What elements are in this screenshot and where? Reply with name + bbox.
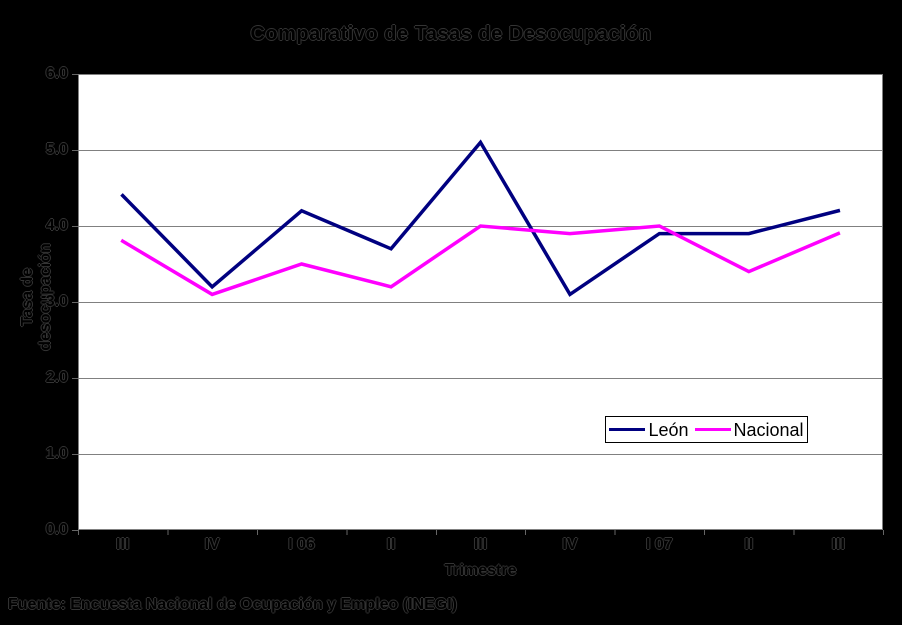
legend-label-nacional: Nacional [733, 419, 804, 440]
y-tick-label: 5.0 [45, 141, 68, 158]
x-tick-label: I 07 [646, 536, 673, 553]
legend-entry-nacional: Nacional [694, 419, 804, 440]
source-note: Fuente: Encuesta Nacional de Ocupación y… [8, 596, 457, 613]
x-tick-label: III [831, 536, 845, 553]
legend-label-leon: León [648, 419, 689, 440]
y-tick-label: 2.0 [45, 369, 68, 386]
legend: León Nacional [605, 416, 808, 443]
y-tick-label: 6.0 [45, 65, 68, 82]
series-line-nacional [120, 224, 841, 297]
y-tick-label: 4.0 [45, 217, 68, 234]
nacional-line-swatch-icon [694, 428, 731, 431]
x-tick-label: IV [562, 536, 578, 553]
series-line-leon [120, 139, 841, 297]
x-tick-label: III [473, 536, 488, 553]
x-tick-label: IV [204, 536, 220, 553]
y-tick-label: 3.0 [45, 293, 68, 310]
x-tick-label: II [386, 536, 396, 553]
x-tick-label: I 06 [288, 536, 315, 553]
x-tick-label: III [116, 536, 130, 553]
chart-title: Comparativo de Tasas de Desocupación [250, 23, 652, 45]
y-tick-label: 1.0 [45, 445, 68, 462]
legend-entry-leon: León [609, 419, 689, 440]
y-tick-label: 0.0 [45, 521, 68, 538]
x-tick-label: II [744, 536, 754, 553]
x-axis-title: Trimestre [444, 562, 517, 579]
leon-line-swatch-icon [609, 428, 646, 431]
